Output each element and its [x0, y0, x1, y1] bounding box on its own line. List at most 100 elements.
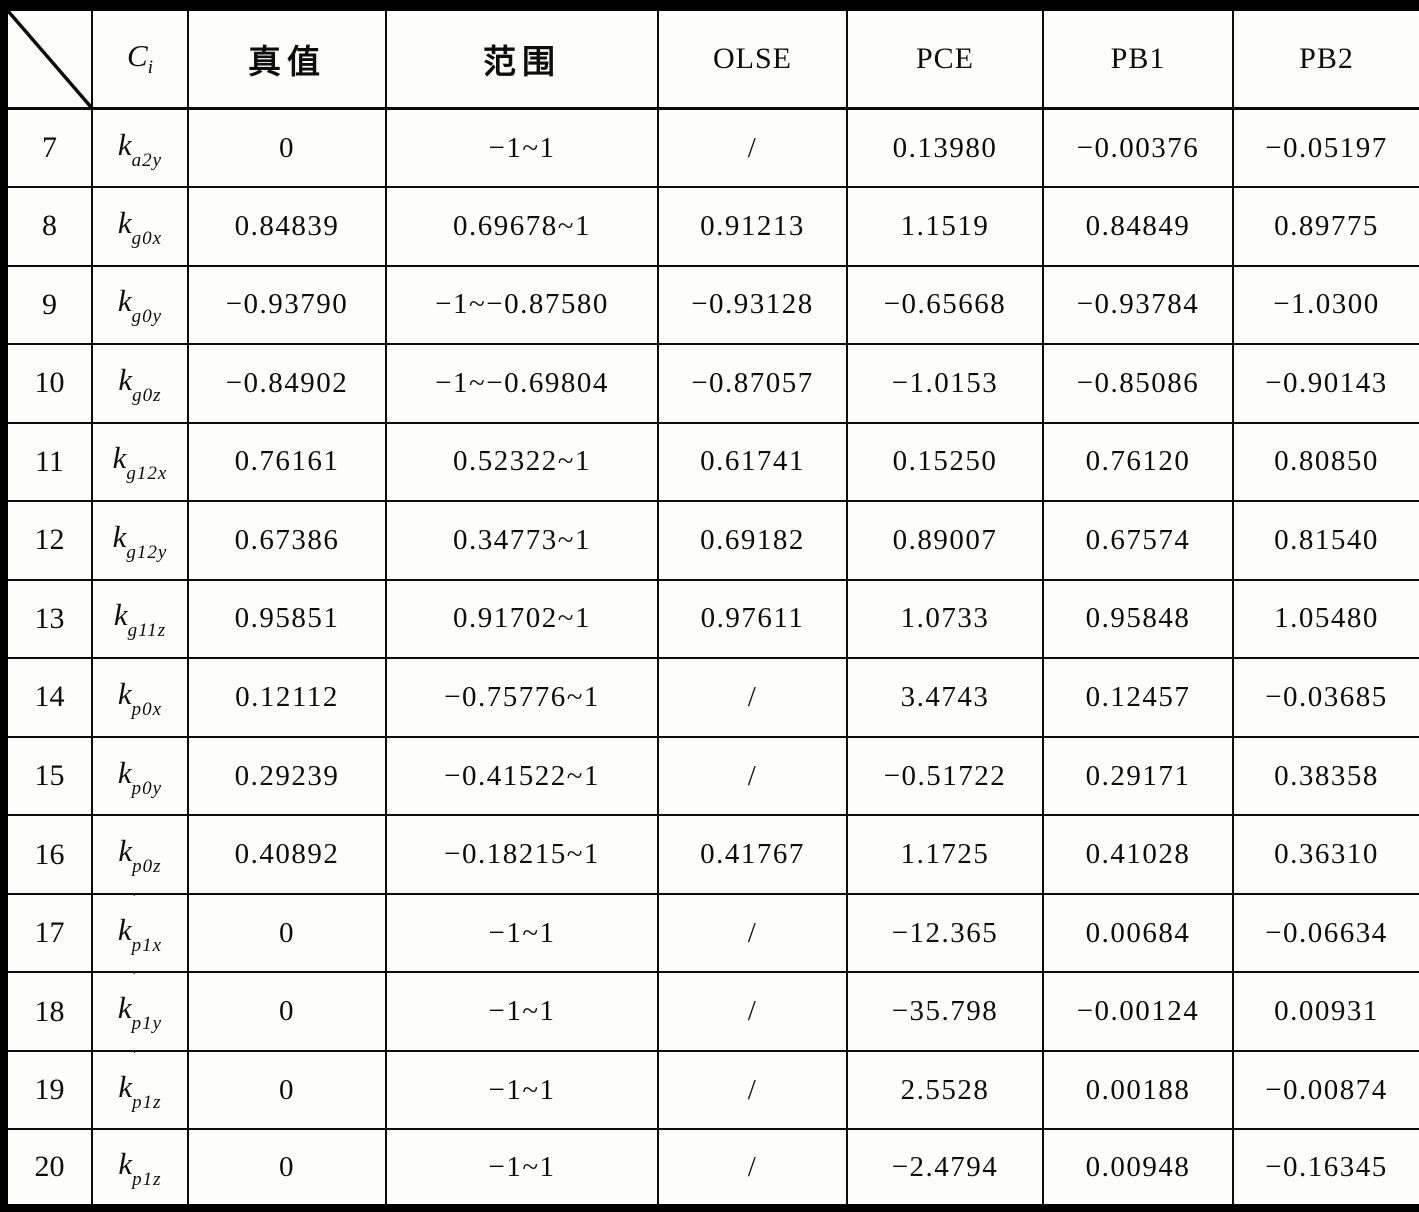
- range-cell: −1~1: [385, 1049, 659, 1131]
- pb1-cell: 0.12457: [1042, 657, 1234, 738]
- pce-cell: 1.1725: [846, 814, 1044, 895]
- true-value-cell: 0: [187, 107, 387, 189]
- parameter-subscript: p0x: [131, 698, 163, 720]
- range-value: −0.18215~1: [444, 838, 600, 871]
- pb2-cell: −0.03685: [1232, 657, 1419, 738]
- range-value: −1~1: [488, 131, 556, 164]
- pb1-cell: 0.00684: [1042, 892, 1234, 974]
- parameter-symbol: k g12x: [113, 440, 168, 483]
- true-value-cell: 0.29239: [187, 735, 387, 817]
- pb1-value: 0.76120: [1085, 445, 1191, 478]
- parameter-symbol-cell: k ′ p1x: [91, 892, 189, 974]
- pb1-cell: 0.00188: [1042, 1049, 1234, 1131]
- parameter-subscript: p1z: [132, 1168, 162, 1190]
- parameter-symbol-cell: k a2y: [91, 107, 189, 189]
- pce-cell: 0.89007: [846, 500, 1044, 581]
- pb1-value: −0.00376: [1076, 131, 1200, 164]
- pb2-cell: 1.05480: [1232, 578, 1419, 660]
- row-index-cell: 7: [3, 107, 93, 189]
- parameter-prime: ′: [133, 1050, 138, 1067]
- true-value: −0.84902: [225, 366, 349, 399]
- pb1-value: −0.93784: [1076, 288, 1200, 321]
- row-index-cell: 9: [3, 264, 93, 346]
- pb1-cell: −0.85086: [1042, 343, 1234, 424]
- parameter-base: k: [117, 754, 132, 790]
- row-index-cell: 19: [3, 1049, 93, 1131]
- row-index: 12: [34, 523, 65, 557]
- parameter-symbol: k g0x: [118, 205, 162, 248]
- pb2-value: −0.16345: [1265, 1150, 1388, 1183]
- parameter-symbol: k p0z: [118, 833, 161, 876]
- olse-cell: −0.87057: [657, 343, 848, 424]
- range-value: −1~1: [488, 1150, 556, 1183]
- range-cell: −0.18215~1: [385, 814, 659, 895]
- range-value: 0.91702~1: [453, 602, 591, 635]
- pce-value: 2.5528: [900, 1073, 990, 1106]
- pce-cell: 0.13980: [846, 107, 1044, 189]
- table-row: 10 k g0z −0.84902 −1~−0.69804 −0.87057 −1…: [3, 343, 1419, 424]
- pce-cell: −2.4794: [846, 1128, 1044, 1209]
- true-value: 0.84839: [234, 209, 340, 242]
- pce-cell: 3.4743: [846, 657, 1044, 738]
- pb1-value: 0.12457: [1085, 680, 1191, 713]
- parameter-subscript: p1y: [131, 1013, 163, 1035]
- parameter-symbol-cell: k g12y: [91, 500, 189, 581]
- pb2-cell: 0.89775: [1232, 186, 1419, 267]
- olse-cell: /: [657, 657, 848, 738]
- range-cell: 0.69678~1: [385, 186, 659, 267]
- table-row: 19 k ′ p1z 0 −1~1 / 2.5528 0.00188 −0.0087…: [3, 1049, 1419, 1131]
- olse-cell: 0.97611: [657, 578, 848, 660]
- table-row: 14 k p0x 0.12112 −0.75776~1 / 3.4743 0.12…: [3, 657, 1419, 738]
- row-index-cell: 17: [3, 892, 93, 974]
- parameter-base: k: [118, 1068, 133, 1104]
- parameter-base: k: [117, 990, 132, 1026]
- pb2-cell: −0.05197: [1232, 107, 1419, 189]
- row-index: 8: [42, 209, 57, 243]
- pce-cell: 1.1519: [846, 186, 1044, 267]
- range-value: −1~−0.87580: [435, 288, 609, 321]
- parameter-base: k: [117, 283, 132, 319]
- pb2-cell: 0.38358: [1232, 735, 1419, 817]
- table-row: 8 k g0x 0.84839 0.69678~1 0.91213 1.1519 …: [3, 186, 1419, 267]
- ci-symbol-base: C: [127, 38, 148, 74]
- true-value: 0.40892: [234, 838, 340, 871]
- table-row: 16 k p0z 0.40892 −0.18215~1 0.41767 1.172…: [3, 814, 1419, 895]
- pb1-cell: −0.00124: [1042, 971, 1234, 1052]
- range-value: 0.34773~1: [453, 523, 591, 556]
- range-value: −1~−0.69804: [435, 366, 609, 399]
- true-value-cell: 0.95851: [187, 578, 387, 660]
- pb2-cell: −0.16345: [1232, 1128, 1419, 1209]
- row-index-cell: 18: [3, 971, 93, 1052]
- range-cell: −0.75776~1: [385, 657, 659, 738]
- pb1-cell: 0.00948: [1042, 1128, 1234, 1209]
- true-value-cell: 0.76161: [187, 421, 387, 503]
- pb1-value: 0.29171: [1085, 759, 1191, 792]
- true-value-cell: 0: [187, 1049, 387, 1131]
- row-index: 7: [42, 131, 57, 165]
- pb1-cell: 0.67574: [1042, 500, 1234, 581]
- pce-value: 1.1519: [900, 209, 990, 242]
- pb1-cell: −0.00376: [1042, 107, 1234, 189]
- pce-cell: 2.5528: [846, 1049, 1044, 1131]
- olse-value: /: [747, 131, 758, 164]
- pce-cell: 1.0733: [846, 578, 1044, 660]
- true-value: 0: [279, 916, 295, 949]
- olse-value: /: [747, 759, 758, 792]
- range-cell: 0.52322~1: [385, 421, 659, 503]
- true-value-cell: 0.40892: [187, 814, 387, 895]
- range-value: −0.75776~1: [444, 680, 600, 713]
- olse-value: 0.69182: [700, 523, 805, 556]
- column-header-true-value: 真值: [187, 4, 387, 110]
- pb1-cell: −0.93784: [1042, 264, 1234, 346]
- row-index: 17: [34, 916, 65, 950]
- true-value: 0: [279, 1150, 295, 1183]
- parameter-symbol-cell: k g0z: [91, 343, 189, 424]
- table-row: 11 k g12x 0.76161 0.52322~1 0.61741 0.152…: [3, 421, 1419, 503]
- ci-symbol-subscript: i: [147, 57, 153, 79]
- parameter-subscript: g0y: [131, 306, 163, 328]
- pb1-value: 0.84849: [1085, 209, 1191, 242]
- parameter-base: k: [112, 440, 127, 476]
- row-index: 15: [34, 759, 65, 793]
- parameter-symbol-cell: k ′ p1y: [91, 971, 189, 1052]
- range-value: −1~1: [488, 995, 556, 1028]
